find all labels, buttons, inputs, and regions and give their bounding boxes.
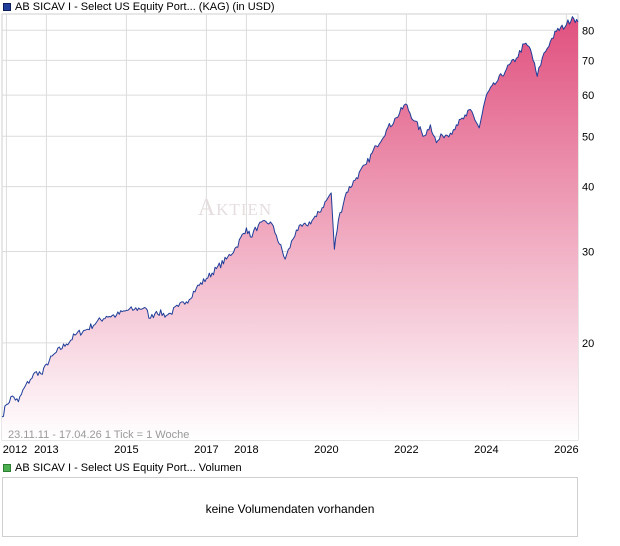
volume-legend: AB SICAV I - Select US Equity Port... Vo… [3,461,242,475]
price-legend: AB SICAV I - Select US Equity Port... (K… [3,0,275,14]
price-area [2,16,578,440]
y-tick-label: 80 [582,25,594,37]
price-legend-label: AB SICAV I - Select US Equity Port... (K… [15,1,275,13]
date-range-info: 23.11.11 - 17.04.26 1 Tick = 1 Woche [8,429,189,441]
y-tick-label: 30 [582,246,594,258]
x-tick-label: 2013 [34,444,58,456]
watermark: Aktien [198,195,272,221]
y-tick-label: 50 [582,131,594,143]
x-tick-label: 2012 [3,444,27,456]
price-line [1,16,579,418]
y-tick-label: 20 [582,338,594,350]
volume-panel: keine Volumendaten vorhanden [2,477,578,537]
x-axis-ticks: 2012 2013 2015 2017 2018 2020 2022 2024 2026 [3,444,579,456]
x-tick-label: 2022 [394,444,418,456]
y-tick-label: 70 [582,55,594,67]
volume-legend-label: AB SICAV I - Select US Equity Port... Vo… [15,462,242,474]
volume-empty-message: keine Volumendaten vorhanden [205,502,375,516]
x-tick-label: 2015 [114,444,138,456]
x-tick-label: 2018 [234,444,258,456]
price-legend-swatch [3,3,11,11]
x-tick-label: 2024 [474,444,498,456]
x-tick-label: 2020 [314,444,338,456]
y-tick-label: 60 [582,90,594,102]
y-tick-label: 40 [582,182,594,194]
volume-legend-swatch [3,464,11,472]
x-tick-label: 2026 [554,444,578,456]
y-axis-ticks: 20 30 40 50 60 70 80 [582,25,594,350]
x-tick-label: 2017 [194,444,218,456]
